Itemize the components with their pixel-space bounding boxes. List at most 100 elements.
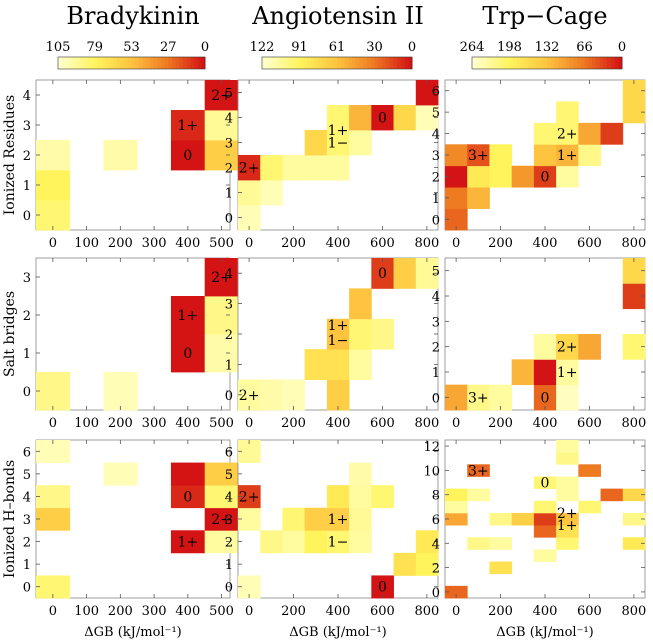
heatmap-cell <box>445 384 468 411</box>
colorbar-tick-label: 27 <box>160 40 177 55</box>
colorbar-segment <box>618 57 623 69</box>
heatmap-cell <box>533 334 557 360</box>
cell-annotation: 1− <box>328 333 349 349</box>
heatmap-cell <box>445 144 468 167</box>
colorbar-segment <box>58 57 63 69</box>
colorbar-tick-label: 264 <box>460 40 485 55</box>
heatmap-cell <box>622 283 646 310</box>
cell-annotation: 2+ <box>211 512 232 528</box>
colorbar-tick-label: 61 <box>329 40 346 55</box>
heatmap-cell <box>622 488 646 502</box>
x-tick-label: 200 <box>108 604 133 619</box>
y-tick-label: 3 <box>225 137 233 152</box>
colorbar-segment <box>599 57 604 69</box>
y-tick-label: 5 <box>225 468 233 483</box>
x-tick-label: 800 <box>414 416 439 431</box>
heatmap-cell <box>578 122 601 145</box>
row-label: Salt bridges <box>2 291 18 377</box>
heatmap-cell <box>260 379 283 411</box>
colorbar-segment <box>610 57 615 69</box>
cell-annotation: 0 <box>183 148 192 164</box>
heatmap-cell <box>511 165 535 188</box>
chart-title: Trp−Cage <box>482 2 607 30</box>
heatmap-cell <box>415 552 439 576</box>
x-tick-label: 600 <box>370 236 395 251</box>
colorbar-segment <box>592 57 597 69</box>
y-tick-label: 0 <box>23 209 31 224</box>
heatmap-cell <box>204 334 239 373</box>
y-tick-label: 2 <box>225 536 233 551</box>
heatmap-cell <box>36 440 71 463</box>
colorbar-segment <box>562 57 567 69</box>
colorbar-segment <box>292 57 297 69</box>
x-tick-label: 200 <box>488 416 513 431</box>
cell-annotation: 0 <box>183 346 192 362</box>
colorbar-segment <box>603 57 608 69</box>
colorbar-segment <box>539 57 544 69</box>
heatmap-cell <box>445 585 468 599</box>
x-tick-label: 400 <box>326 416 351 431</box>
colorbar-segment <box>337 57 342 69</box>
colorbar-tick-label: 53 <box>123 40 140 55</box>
y-tick-label: 5 <box>225 87 233 102</box>
colorbar-segment <box>475 57 480 69</box>
colorbar-segment <box>382 57 387 69</box>
colorbar-tick-label: 0 <box>618 40 626 55</box>
heatmap-cell <box>204 80 239 111</box>
colorbar-segment <box>367 57 372 69</box>
x-axis-label: ΔGB (kJ/mol⁻¹) <box>289 625 386 640</box>
y-tick-label: 1 <box>23 179 31 194</box>
heatmap-cell <box>556 512 579 526</box>
heatmap-cell <box>238 485 261 509</box>
colorbar-segment <box>348 57 353 69</box>
heatmap-cell <box>556 476 579 490</box>
colorbar-segment <box>124 57 129 69</box>
x-tick-label: 300 <box>142 604 167 619</box>
heatmap-cell <box>467 187 490 209</box>
colorbar-segment <box>400 57 405 69</box>
cell-annotation: 1+ <box>557 148 578 164</box>
heatmap-cell <box>622 258 646 284</box>
y-tick-label: 0 <box>432 586 440 601</box>
colorbar-segment <box>543 57 548 69</box>
x-tick-label: 100 <box>74 604 99 619</box>
x-tick-label: 500 <box>209 236 234 251</box>
heatmap-cell <box>282 379 306 411</box>
y-tick-label: 3 <box>23 271 31 286</box>
y-tick-label: 1 <box>23 558 31 573</box>
colorbar-segment <box>80 57 85 69</box>
colorbar-segment <box>135 57 140 69</box>
heatmap-cell <box>533 525 557 538</box>
heatmap-cell <box>349 318 372 350</box>
heatmap-cell <box>326 507 350 531</box>
x-tick-label: 200 <box>281 236 306 251</box>
chart-title: Angiotensin II <box>251 2 424 30</box>
heatmap-cell <box>393 105 417 131</box>
y-tick-label: 8 <box>432 489 440 504</box>
heatmap-cell <box>170 296 206 335</box>
colorbar-segment <box>333 57 338 69</box>
colorbar-segment <box>389 57 394 69</box>
heatmap-cell <box>556 101 579 124</box>
heatmap-cell <box>282 530 306 554</box>
colorbar-segment <box>344 57 349 69</box>
colorbar-segment <box>385 57 390 69</box>
y-tick-label: 1 <box>432 366 440 381</box>
chart-title: Bradykinin <box>66 2 199 30</box>
colorbar-segment <box>502 57 507 69</box>
colorbar-segment <box>509 57 514 69</box>
heatmap-cell <box>489 144 513 167</box>
heatmap-cell <box>260 155 283 181</box>
colorbar-tick-label: 132 <box>535 40 560 55</box>
x-tick-label: 0 <box>452 236 460 251</box>
heatmap-cell <box>204 258 239 297</box>
heatmap-cell <box>282 507 306 531</box>
y-tick-label: 3 <box>432 149 440 164</box>
heatmap-cell <box>622 537 646 550</box>
heatmap-cell <box>489 512 513 526</box>
colorbar-segment <box>340 57 345 69</box>
x-tick-label: 100 <box>74 416 99 431</box>
colorbar-segment <box>318 57 323 69</box>
colorbar-segment <box>284 57 289 69</box>
